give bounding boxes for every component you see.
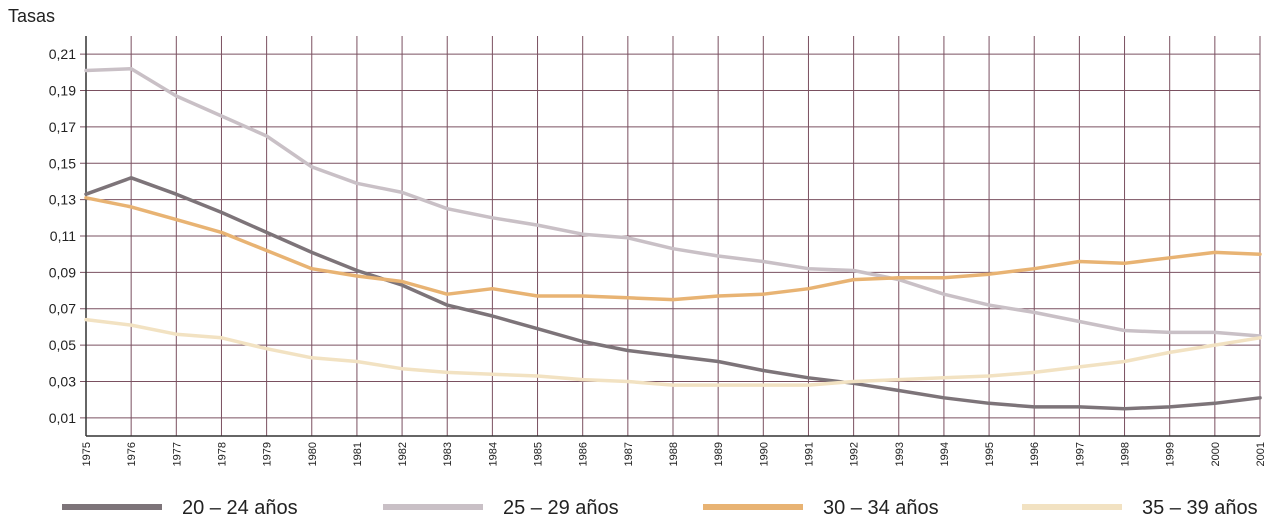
x-tick-label: 1995	[984, 442, 996, 466]
x-tick-label: 1990	[758, 442, 770, 466]
y-tick-label: 0,09	[49, 264, 76, 280]
x-tick-label: 1980	[307, 442, 319, 466]
x-tick-label: 1975	[81, 442, 93, 466]
y-tick-label: 0,21	[49, 46, 76, 62]
x-tick-label: 1977	[171, 442, 183, 466]
legend-label: 20 – 24 años	[182, 497, 298, 519]
series-line	[84, 176, 1262, 411]
y-tick-label: 0,19	[49, 83, 76, 99]
x-tick-label: 1992	[849, 442, 861, 466]
x-tick-label: 1997	[1074, 442, 1086, 466]
x-axis-ticks: 1975 1976 1977 1978 1979 1980 1981 1982 1983 1984…	[81, 442, 1267, 466]
y-axis-label: Tasas	[8, 6, 55, 26]
x-tick-label: 1998	[1120, 442, 1132, 466]
legend-label: 30 – 34 años	[823, 497, 939, 519]
x-tick-label: 1996	[1029, 442, 1041, 466]
x-tick-label: 1982	[397, 442, 409, 466]
y-tick-label: 0,03	[49, 373, 76, 389]
x-tick-label: 1983	[442, 442, 454, 466]
x-tick-label: 1986	[578, 442, 590, 466]
y-tick-label: 0,13	[49, 192, 76, 208]
y-tick-label: 0,17	[49, 119, 76, 135]
y-axis-ticks: 0,01 0,03 0,05 0,07 0,09 0,11 0,13 0,15 0,17 0,19…	[49, 46, 76, 426]
x-tick-label: 1976	[126, 442, 138, 466]
x-tick-label: 1993	[894, 442, 906, 466]
grid	[80, 36, 1261, 437]
y-tick-label: 0,05	[49, 337, 76, 353]
x-tick-label: 1978	[216, 442, 228, 466]
legend: 20 – 24 años 25 – 29 años 30 – 34 años 35 –…	[62, 497, 1258, 519]
x-tick-label: 1991	[803, 442, 815, 466]
x-tick-label: 1994	[939, 442, 951, 466]
x-tick-label: 1984	[487, 442, 499, 466]
series-line	[84, 66, 1262, 338]
series-line	[84, 317, 1262, 387]
x-tick-label: 1981	[352, 442, 364, 466]
y-tick-label: 0,15	[49, 155, 76, 171]
y-tick-label: 0,07	[49, 301, 76, 317]
x-tick-label: 1979	[262, 442, 274, 466]
x-tick-label: 1987	[623, 442, 635, 466]
x-tick-label: 1999	[1165, 442, 1177, 466]
x-tick-label: 2000	[1210, 442, 1222, 466]
x-tick-label: 1988	[668, 442, 680, 466]
legend-label: 35 – 39 años	[1142, 497, 1258, 519]
legend-label: 25 – 29 años	[503, 497, 619, 519]
y-tick-label: 0,11	[50, 228, 76, 244]
y-tick-label: 0,01	[49, 410, 76, 426]
series-line	[84, 196, 1262, 302]
x-tick-label: 1985	[533, 442, 545, 466]
series-lines	[84, 66, 1262, 411]
x-tick-label: 2001	[1255, 442, 1267, 466]
x-tick-label: 1989	[713, 442, 725, 466]
